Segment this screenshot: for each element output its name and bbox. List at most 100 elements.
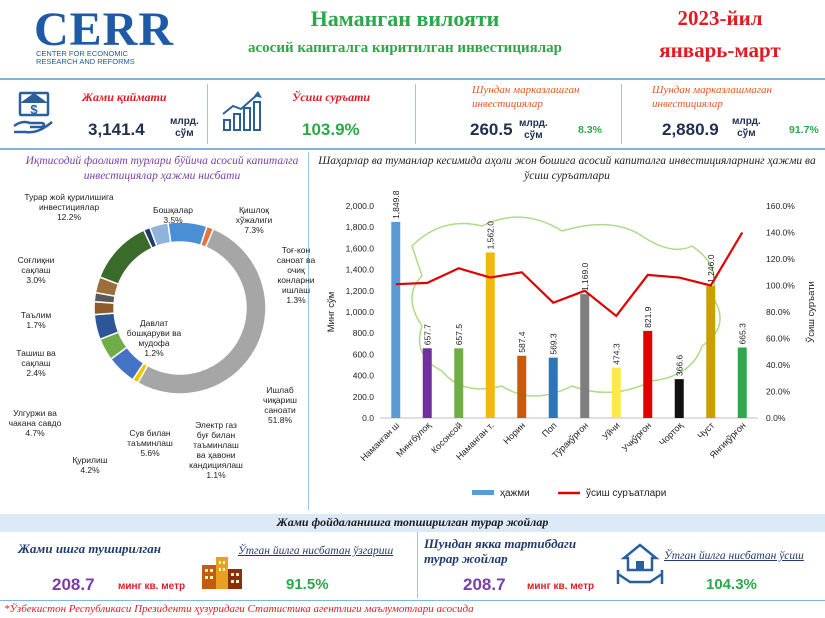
svg-text:$: $ (30, 102, 38, 117)
bar-value-label: 1,246.0 (706, 254, 716, 283)
logo-sub1: CENTER FOR ECONOMIC (36, 49, 129, 58)
x-tick-label: Чортоқ (657, 420, 684, 447)
kpi-growth-label: Ўсиш суръати (292, 90, 371, 104)
housing-head: Жами фойдаланишга топширилган турар жойл… (276, 515, 549, 529)
y-tick-label: 600.0 (353, 349, 375, 359)
pie-label: Қурилиш 4.2% (72, 455, 108, 475)
page-subtitle: асосий капиталга киритилган инвестицияла… (248, 40, 562, 56)
kpi-divider-bottom (0, 148, 825, 150)
y-tick-label: 1,800.0 (346, 222, 375, 232)
x-tick-label: Поп (540, 420, 559, 439)
growth-chart-icon (222, 91, 262, 131)
bar (517, 355, 527, 418)
money-hand-icon: $ (13, 91, 53, 134)
pie-label: Ташиш ва сақлаш 2.4% (16, 348, 56, 378)
kpi-centralized-unit1: млрд. (519, 118, 548, 129)
bar-value-label: 569.3 (548, 333, 558, 355)
housing-band (0, 514, 825, 532)
housing-total-value: 208.7 (52, 575, 95, 594)
bar-chart: 0.0 200.0 400.0 600.0 800.0 1,000.0 1,200.0 1,4… (326, 190, 817, 499)
y-axis-title: Минг сўм (326, 292, 337, 333)
bar-value-label: 665.3 (737, 323, 747, 345)
x-tick-label: Учқўрғон (620, 420, 653, 453)
bar-value-label: 474.3 (611, 343, 621, 365)
y-tick-label: 1,200.0 (346, 286, 375, 296)
pie-chart (93, 221, 267, 395)
kpi-growth-value: 103.9% (302, 120, 360, 139)
x-tick-label: Мингбулоқ (394, 420, 432, 458)
pie-slice (142, 226, 158, 250)
y2-tick-label: 0.0% (766, 413, 786, 423)
pie-label: Турар жой қурилишига инвестициялар 12.2% (24, 192, 114, 222)
bar-value-label: 657.7 (422, 324, 432, 346)
legend-label-volume: ҳажми (500, 488, 530, 499)
pie-slice (98, 229, 154, 286)
housing-individual-unit: минг кв. метр (527, 581, 595, 592)
kpi-total-unit: млрд. сўм (170, 116, 199, 140)
pie-label: Қишлоқ хўжалиги 7.3% (235, 205, 273, 235)
header-divider (0, 78, 825, 80)
kpi-centralized-label: Шундан марказлашган инвестициялар (472, 84, 580, 110)
bar (580, 294, 590, 418)
footer-divider (0, 600, 825, 601)
kpi-growth: Ўсиш суръати 103.9% (208, 80, 415, 146)
y-tick-label: 0.0 (362, 413, 374, 423)
period-year: 2023-йил (677, 6, 763, 30)
footnote: *Ўзбекистон Республикаси Президенти ҳузу… (4, 603, 474, 615)
page-title: Наманган вилояти (310, 6, 500, 31)
bar (422, 348, 432, 418)
y-tick-label: 1,400.0 (346, 265, 375, 275)
housing-divider (417, 532, 418, 598)
kpi-decentralized-label: Шундан марказлашмаган инвестициялар (652, 84, 772, 110)
y2-tick-label: 100.0% (766, 281, 795, 291)
kpi-centralized-pct: 8.3% (578, 124, 602, 136)
housing-total-growth: 91.5% (286, 576, 329, 593)
bar (391, 221, 401, 418)
kpi-total-value: 3,141.4 (88, 120, 145, 139)
bar-chart-title: Шаҳарлар ва туманлар кесимида аҳоли жон … (318, 155, 816, 182)
bar-value-label: 821.9 (643, 306, 653, 328)
x-tick-label: Уйчи (600, 420, 621, 441)
housing-total-label: Жами ишга туширилган (18, 541, 161, 556)
bar-value-label: 366.6 (674, 355, 684, 377)
y-tick-label: 1,000.0 (346, 307, 375, 317)
house-hand-icon (616, 543, 664, 584)
y2-tick-label: 140.0% (766, 228, 795, 238)
kpi-total: $ Жами қиймати 3,141.4 млрд. сўм (0, 80, 207, 146)
y2-axis-title: Ўсиш суръати (805, 281, 817, 343)
kpi-divider-3 (621, 84, 622, 144)
x-tick-label: Норин (501, 420, 527, 446)
bar (611, 367, 621, 418)
kpi-decentralized-unit2: сўм (737, 128, 756, 139)
x-tick-label: Чуст (696, 420, 717, 441)
kpi-total-unit2: сўм (175, 128, 194, 139)
kpi-divider-1 (207, 84, 208, 144)
pie-label: Ишлаб чиқариш саноати 51.8% (263, 385, 297, 425)
y-tick-label: 1,600.0 (346, 243, 375, 253)
period-months: январь-март (659, 38, 781, 62)
kpi-decentralized-pct: 91.7% (789, 124, 819, 136)
pie-label: Тоғ-кон саноат ва очиқ конларни ишлаш 1.3% (276, 245, 316, 305)
legend-label-growth: ўсиш суръатлари (586, 487, 666, 499)
pie-title: Иқтисодий фаолият турлари бўйича асосий … (25, 155, 299, 182)
logo-name: CERR (34, 3, 175, 56)
kpi-total-unit1: млрд. (170, 116, 199, 127)
kpi-centralized: Шундан марказлашган инвестициялар 260.5 … (416, 80, 621, 146)
y2-tick-label: 80.0% (766, 307, 791, 317)
region-map-outline (411, 216, 721, 397)
growth-line (395, 231, 744, 318)
bar (643, 330, 653, 418)
pie-label: Электр газ буғ билан таъминлаш ва ҳавони кан… (189, 420, 243, 480)
x-tick-label: Наманган ш (358, 420, 401, 463)
housing-individual-value: 208.7 (463, 575, 506, 594)
kpi-decentralized: Шундан марказлашмаган инвестициялар 2,88… (622, 80, 825, 146)
bar-value-label: 1,849.8 (391, 190, 401, 219)
bar (454, 348, 464, 418)
y2-tick-label: 20.0% (766, 387, 791, 397)
logo: CERR CENTER FOR ECONOMIC RESEARCH AND RE… (14, 2, 194, 72)
y2-tick-label: 60.0% (766, 334, 791, 344)
bar (737, 347, 747, 418)
kpi-divider-2 (415, 84, 416, 144)
housing-individual-growth: 104.3% (706, 576, 757, 593)
section-divider (308, 152, 309, 510)
